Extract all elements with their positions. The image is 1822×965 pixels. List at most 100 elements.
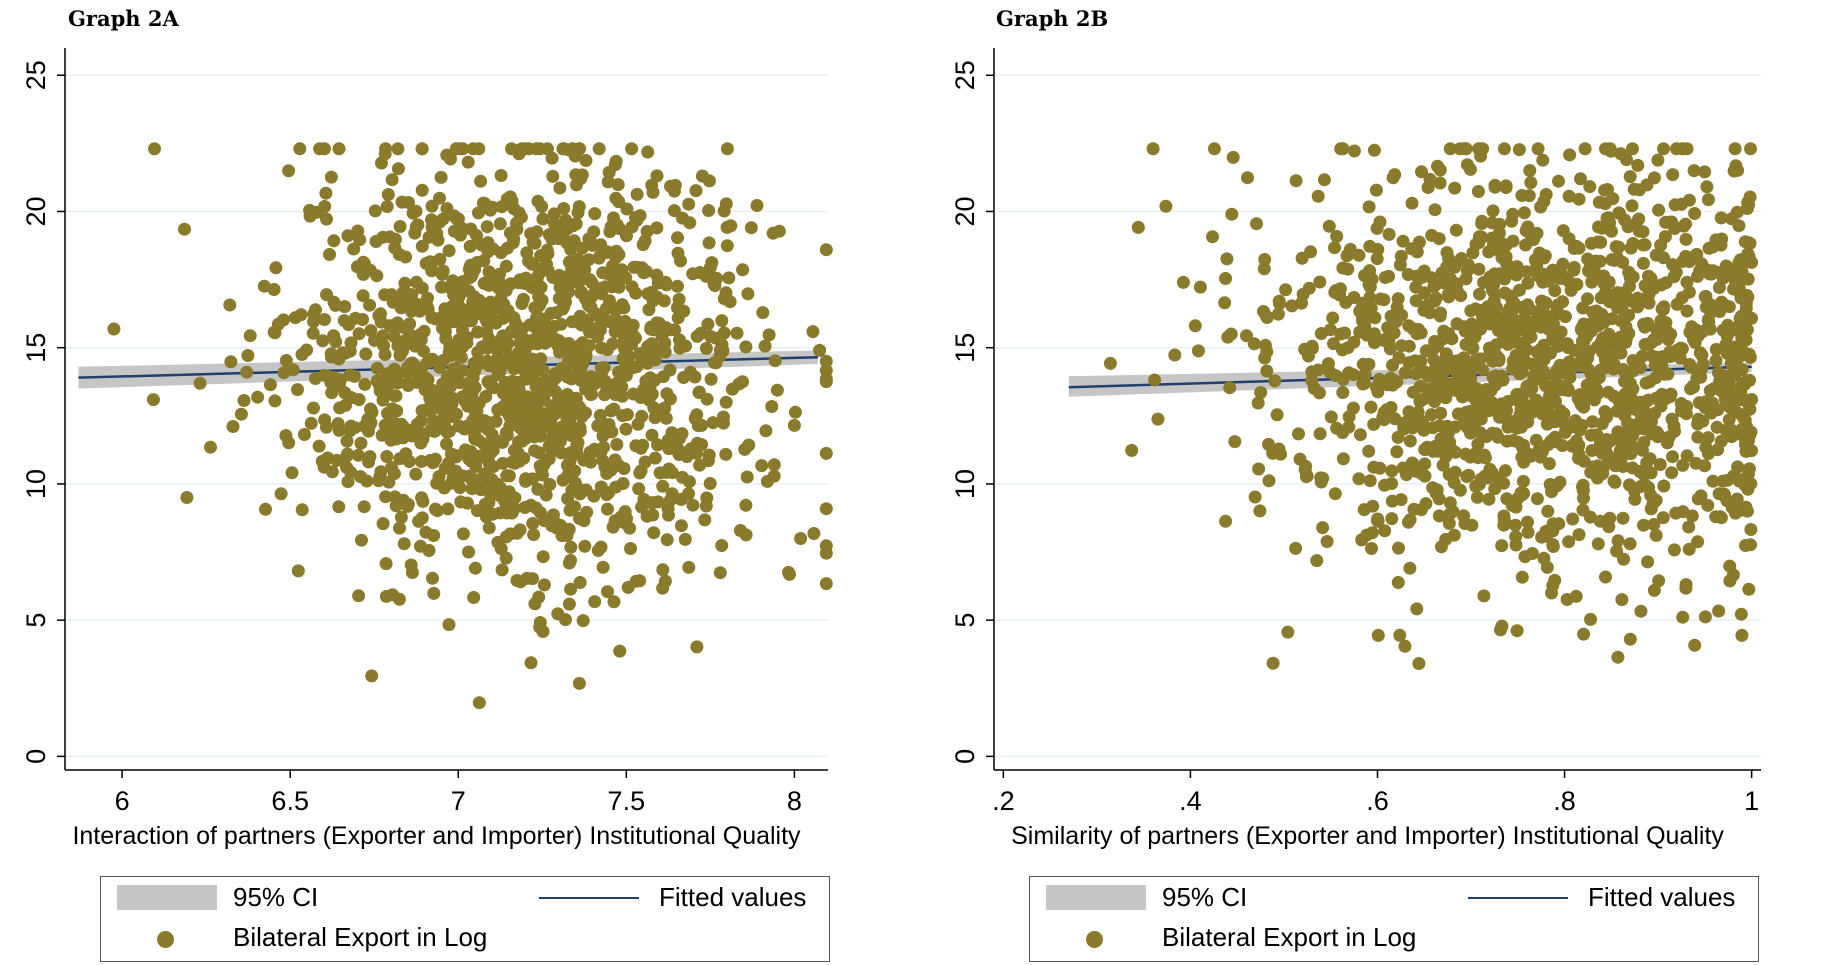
scatter-point bbox=[1562, 189, 1576, 203]
scatter-point bbox=[1467, 382, 1481, 395]
scatter-point bbox=[442, 424, 456, 438]
scatter-point bbox=[1305, 341, 1319, 355]
scatter-point bbox=[1437, 324, 1451, 338]
scatter-point bbox=[526, 235, 540, 249]
scatter-point bbox=[498, 376, 512, 389]
scatter-point bbox=[1470, 490, 1484, 504]
scatter-point bbox=[819, 354, 833, 368]
scatter-point bbox=[1543, 388, 1557, 402]
scatter-point bbox=[505, 506, 519, 520]
scatter-point bbox=[1425, 228, 1439, 242]
scatter-point bbox=[1631, 291, 1645, 305]
legend-fitted-label: Fitted values bbox=[659, 882, 807, 912]
scatter-point bbox=[1253, 504, 1267, 518]
scatter-point bbox=[345, 391, 359, 405]
scatter-point bbox=[1577, 627, 1591, 641]
scatter-point bbox=[492, 273, 506, 287]
scatter-point bbox=[1353, 325, 1367, 339]
x-tick-label: .6 bbox=[1366, 786, 1389, 816]
scatter-point bbox=[274, 487, 288, 501]
scatter-point bbox=[501, 488, 515, 502]
scatter-point bbox=[739, 528, 753, 542]
scatter-point bbox=[586, 444, 600, 458]
scatter-point bbox=[325, 386, 339, 400]
scatter-point bbox=[1698, 610, 1712, 624]
scatter-point bbox=[599, 302, 613, 316]
scatter-point bbox=[715, 539, 729, 552]
scatter-point bbox=[1367, 327, 1381, 341]
scatter-point bbox=[1363, 474, 1377, 488]
scatter-point bbox=[574, 171, 588, 185]
scatter-point bbox=[557, 202, 571, 215]
scatter-point bbox=[461, 155, 475, 169]
scatter-point bbox=[304, 416, 318, 430]
scatter-point bbox=[690, 436, 704, 450]
scatter-point bbox=[319, 186, 333, 200]
scatter-point bbox=[665, 426, 679, 440]
scatter-point bbox=[1584, 612, 1597, 626]
scatter-point bbox=[671, 246, 685, 260]
scatter-point bbox=[704, 372, 718, 386]
scatter-point bbox=[1645, 349, 1658, 363]
scatter-point bbox=[1293, 452, 1307, 466]
scatter-point bbox=[1459, 447, 1473, 461]
scatter-point bbox=[819, 502, 833, 516]
scatter-point bbox=[294, 308, 308, 322]
scatter-point bbox=[739, 498, 753, 512]
scatter-point bbox=[1660, 436, 1674, 450]
scatter-point bbox=[309, 303, 322, 317]
scatter-point bbox=[1448, 181, 1462, 195]
scatter-point bbox=[312, 439, 326, 453]
scatter-point bbox=[1486, 204, 1500, 218]
scatter-point bbox=[1644, 415, 1658, 428]
scatter-point bbox=[1419, 344, 1433, 358]
scatter-point bbox=[1415, 271, 1429, 284]
scatter-point bbox=[435, 321, 449, 335]
scatter-point bbox=[415, 281, 429, 295]
scatter-point bbox=[762, 328, 776, 342]
scatter-point bbox=[1257, 262, 1271, 276]
scatter-point bbox=[519, 474, 533, 488]
scatter-point bbox=[1497, 142, 1511, 156]
fitted-line-swatch bbox=[539, 897, 639, 899]
scatter-point bbox=[1311, 363, 1325, 377]
scatter-point bbox=[1621, 416, 1635, 430]
scatter-point bbox=[1692, 328, 1706, 342]
scatter-point bbox=[1472, 322, 1486, 336]
scatter-point bbox=[263, 378, 277, 392]
scatter-point bbox=[404, 558, 418, 572]
scatter-point bbox=[553, 434, 567, 448]
scatter-point bbox=[765, 400, 779, 413]
scatter-point bbox=[456, 469, 470, 483]
scatter-point bbox=[482, 340, 496, 354]
scatter-point bbox=[594, 238, 608, 252]
scatter-point bbox=[739, 340, 753, 354]
x-tick-label: .2 bbox=[992, 786, 1015, 816]
scatter-point bbox=[327, 234, 341, 248]
scatter-point bbox=[639, 374, 653, 388]
scatter-point bbox=[472, 206, 485, 220]
scatter-point bbox=[534, 429, 548, 443]
scatter-point bbox=[660, 533, 674, 547]
scatter-point bbox=[1395, 308, 1409, 322]
scatter-point bbox=[1369, 380, 1383, 394]
scatter-point bbox=[1615, 593, 1629, 607]
scatter-point bbox=[546, 444, 559, 458]
scatter-point bbox=[1219, 514, 1233, 528]
scatter-point bbox=[1475, 217, 1489, 231]
scatter-point bbox=[700, 491, 714, 505]
scatter-point bbox=[741, 287, 755, 301]
scatter-point bbox=[1460, 158, 1474, 172]
scatter-point bbox=[388, 232, 402, 246]
scatter-point bbox=[1374, 292, 1387, 306]
scatter-point bbox=[1701, 193, 1715, 207]
scatter-point bbox=[717, 326, 731, 340]
scatter-point bbox=[437, 481, 451, 495]
scatter-point bbox=[702, 236, 716, 250]
scatter-point bbox=[425, 199, 439, 213]
scatter-point bbox=[1289, 541, 1303, 555]
scatter-point bbox=[1641, 393, 1655, 407]
scatter-point bbox=[1667, 543, 1681, 557]
scatter-point bbox=[385, 173, 399, 187]
y-tick-label: 25 bbox=[950, 60, 980, 90]
